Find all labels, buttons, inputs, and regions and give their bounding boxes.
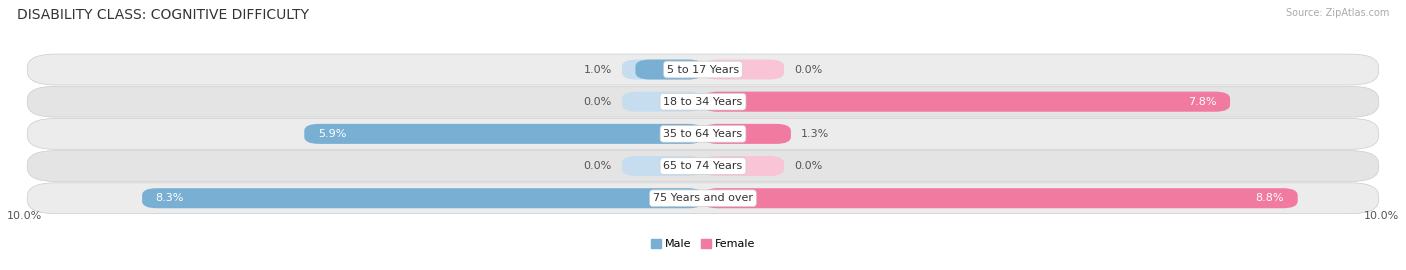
FancyBboxPatch shape — [703, 156, 785, 176]
Text: 10.0%: 10.0% — [1364, 211, 1399, 221]
FancyBboxPatch shape — [27, 86, 1379, 117]
FancyBboxPatch shape — [27, 119, 1379, 149]
FancyBboxPatch shape — [621, 92, 703, 112]
Text: 18 to 34 Years: 18 to 34 Years — [664, 97, 742, 107]
Text: 5.9%: 5.9% — [318, 129, 346, 139]
FancyBboxPatch shape — [142, 188, 703, 208]
Text: 5 to 17 Years: 5 to 17 Years — [666, 65, 740, 75]
FancyBboxPatch shape — [304, 124, 703, 144]
Text: 8.3%: 8.3% — [156, 193, 184, 203]
Text: 7.8%: 7.8% — [1188, 97, 1216, 107]
FancyBboxPatch shape — [142, 188, 703, 208]
Text: Source: ZipAtlas.com: Source: ZipAtlas.com — [1285, 8, 1389, 18]
Text: 0.0%: 0.0% — [794, 65, 823, 75]
FancyBboxPatch shape — [27, 183, 1379, 214]
Text: 0.0%: 0.0% — [583, 97, 612, 107]
Text: 75 Years and over: 75 Years and over — [652, 193, 754, 203]
Text: 65 to 74 Years: 65 to 74 Years — [664, 161, 742, 171]
FancyBboxPatch shape — [703, 92, 1230, 112]
Text: 10.0%: 10.0% — [7, 211, 42, 221]
Text: 0.0%: 0.0% — [583, 161, 612, 171]
FancyBboxPatch shape — [27, 151, 1379, 181]
FancyBboxPatch shape — [621, 60, 703, 79]
FancyBboxPatch shape — [703, 92, 1230, 112]
FancyBboxPatch shape — [703, 188, 1298, 208]
FancyBboxPatch shape — [703, 124, 790, 144]
Text: 0.0%: 0.0% — [794, 161, 823, 171]
FancyBboxPatch shape — [703, 60, 785, 79]
Text: 1.0%: 1.0% — [583, 65, 612, 75]
FancyBboxPatch shape — [27, 54, 1379, 85]
FancyBboxPatch shape — [636, 60, 703, 79]
Text: 35 to 64 Years: 35 to 64 Years — [664, 129, 742, 139]
FancyBboxPatch shape — [703, 188, 1298, 208]
FancyBboxPatch shape — [703, 124, 790, 144]
Text: 8.8%: 8.8% — [1256, 193, 1284, 203]
FancyBboxPatch shape — [304, 124, 703, 144]
Text: DISABILITY CLASS: COGNITIVE DIFFICULTY: DISABILITY CLASS: COGNITIVE DIFFICULTY — [17, 8, 309, 22]
Text: 1.3%: 1.3% — [801, 129, 830, 139]
FancyBboxPatch shape — [621, 156, 703, 176]
Legend: Male, Female: Male, Female — [647, 235, 759, 254]
